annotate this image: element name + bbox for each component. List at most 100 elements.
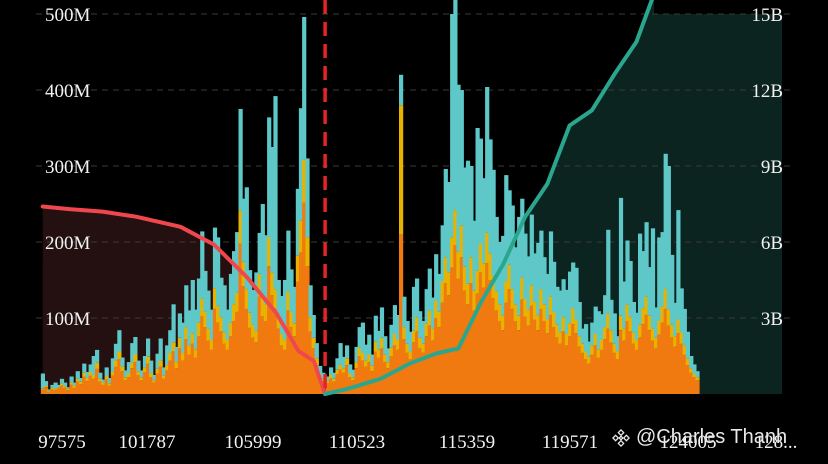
liquidation-bar-segment bbox=[431, 328, 436, 341]
liquidation-bar-segment bbox=[520, 277, 525, 300]
liquidation-bar-segment bbox=[228, 322, 234, 337]
liquidation-bar-segment bbox=[641, 251, 646, 309]
liquidation-bar-segment bbox=[232, 321, 237, 394]
liquidation-bar-segment bbox=[418, 337, 423, 349]
liquidation-bar-segment bbox=[120, 357, 125, 367]
liquidation-bar-segment bbox=[383, 336, 388, 355]
liquidation-bar-segment bbox=[130, 362, 135, 369]
liquidation-bar-segment bbox=[139, 377, 144, 381]
liquidation-bar-segment bbox=[193, 309, 198, 350]
liquidation-bar-segment bbox=[149, 360, 154, 374]
long-cumulative-line bbox=[323, 0, 654, 396]
liquidation-bar-segment bbox=[216, 237, 221, 306]
liquidation-bar-segment bbox=[171, 304, 176, 343]
liquidation-bar-segment bbox=[574, 267, 579, 320]
liquidation-bar-segment bbox=[532, 319, 538, 394]
liquidation-bar-segment bbox=[689, 372, 694, 394]
liquidation-bar-segment bbox=[101, 382, 106, 385]
liquidation-bar-segment bbox=[209, 340, 214, 350]
liquidation-bar-segment bbox=[513, 321, 518, 394]
x-tick-label: 115359 bbox=[439, 432, 495, 453]
liquidation-bar-segment bbox=[53, 388, 58, 391]
liquidation-bar-segment bbox=[130, 343, 135, 363]
liquidation-bar-segment bbox=[357, 356, 362, 394]
liquidation-bar-segment bbox=[609, 330, 614, 343]
liquidation-bar-segment bbox=[187, 345, 192, 355]
liquidation-bar-segment bbox=[418, 348, 423, 394]
liquidation-bar-segment bbox=[146, 338, 151, 357]
liquidation-bar-segment bbox=[536, 330, 541, 394]
liquidation-bar-segment bbox=[152, 382, 157, 394]
liquidation-bar-segment bbox=[376, 357, 381, 394]
y-right-tick-label: 9B bbox=[761, 157, 783, 178]
liquidation-bar-segment bbox=[685, 365, 690, 394]
liquidation-bar-segment bbox=[590, 354, 595, 394]
liquidation-bar-segment bbox=[555, 286, 560, 325]
liquidation-bar-segment bbox=[101, 384, 106, 394]
liquidation-bar-segment bbox=[692, 364, 697, 374]
liquidation-bar-segment bbox=[335, 358, 340, 370]
liquidation-bar-segment bbox=[292, 323, 297, 337]
liquidation-bar-segment bbox=[95, 368, 100, 394]
short-cumulative-line bbox=[40, 204, 328, 396]
liquidation-bar-segment bbox=[609, 299, 614, 331]
liquidation-bar-segment bbox=[520, 198, 525, 278]
liquidation-bar-segment bbox=[177, 313, 182, 338]
liquidation-bar-segment bbox=[545, 333, 550, 394]
liquidation-bar-segment bbox=[360, 360, 365, 394]
liquidation-bar-segment bbox=[689, 356, 694, 369]
liquidation-bar-segment bbox=[478, 243, 483, 273]
cumulative-curves bbox=[40, 0, 654, 396]
liquidation-bar-segment bbox=[171, 342, 176, 352]
liquidation-bar-segment bbox=[427, 310, 432, 326]
liquidation-bar-segment bbox=[113, 366, 119, 394]
liquidation-bar-segment bbox=[69, 376, 74, 383]
y-right-tick-label: 12B bbox=[751, 81, 783, 102]
liquidation-bar-segment bbox=[222, 285, 227, 333]
liquidation-bar-segment bbox=[491, 169, 496, 277]
liquidation-bar-segment bbox=[411, 330, 417, 343]
liquidation-bar-segment bbox=[475, 270, 480, 294]
liquidation-bar-segment bbox=[615, 359, 620, 394]
liquidation-bar-segment bbox=[136, 360, 141, 372]
liquidation-bar-segment bbox=[670, 337, 675, 394]
liquidation-bar-segment bbox=[171, 351, 176, 394]
liquidation-bar-segment bbox=[177, 337, 182, 349]
liquidation-bar-segment bbox=[415, 317, 420, 332]
liquidation-bar-segment bbox=[676, 333, 681, 394]
liquidation-bar-segment bbox=[552, 311, 557, 328]
x-tick-label: 128... bbox=[755, 432, 798, 453]
liquidation-bar-segment bbox=[174, 362, 179, 369]
liquidation-bar-segment bbox=[335, 374, 340, 394]
liquidation-bar-segment bbox=[548, 296, 554, 315]
liquidation-bar-segment bbox=[465, 304, 471, 394]
liquidation-bar-segment bbox=[603, 295, 608, 328]
liquidation-bar-segment bbox=[462, 266, 467, 291]
liquidation-bar-segment bbox=[152, 380, 157, 383]
liquidation-bar-segment bbox=[459, 225, 464, 258]
liquidation-bar-segment bbox=[498, 304, 503, 321]
liquidation-bar-segment bbox=[666, 166, 671, 310]
liquidation-bar-segment bbox=[399, 105, 404, 235]
diamond-logo-icon bbox=[612, 428, 630, 447]
liquidation-bar-segment bbox=[523, 299, 528, 317]
liquidation-bar-segment bbox=[596, 311, 601, 350]
liquidation-bar-segment bbox=[279, 296, 284, 334]
liquidation-bar-segment bbox=[79, 384, 84, 394]
liquidation-bar-segment bbox=[329, 378, 334, 394]
liquidation-bar-segment bbox=[472, 220, 477, 291]
liquidation-bar-segment bbox=[79, 378, 84, 382]
liquidation-bar-segment bbox=[260, 298, 265, 317]
liquidation-bar-segment bbox=[181, 360, 186, 394]
liquidation-bar-segment bbox=[190, 343, 195, 394]
liquidation-bar-segment bbox=[165, 345, 170, 366]
liquidation-bar-segment bbox=[338, 369, 343, 394]
liquidation-bar-segment bbox=[603, 327, 608, 340]
liquidation-bar-segment bbox=[120, 366, 125, 372]
liquidation-bar-segment bbox=[584, 359, 589, 394]
liquidation-bar-segment bbox=[212, 288, 218, 309]
liquidation-bar-segment bbox=[286, 230, 291, 292]
liquidation-bar-segment bbox=[612, 313, 617, 344]
liquidation-bar-segment bbox=[248, 312, 253, 328]
liquidation-bar-segment bbox=[113, 343, 119, 361]
